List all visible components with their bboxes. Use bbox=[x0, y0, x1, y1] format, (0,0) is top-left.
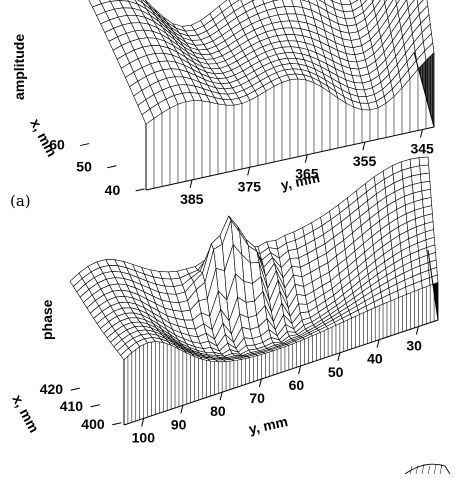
amplitude-y-tick bbox=[304, 154, 308, 163]
phase-y-tick bbox=[415, 326, 419, 335]
amplitude-y-tick-label: 345 bbox=[410, 141, 434, 157]
next-panel-mesh-line bbox=[433, 464, 437, 475]
amplitude-x-tick bbox=[80, 143, 90, 147]
phase-base-outline bbox=[123, 249, 439, 426]
amplitude-mesh-cell bbox=[340, 0, 352, 5]
phase-y-tick-label: 80 bbox=[210, 403, 226, 419]
phase-mesh-cell bbox=[418, 156, 429, 167]
phase-y-tick-label: 60 bbox=[289, 377, 305, 393]
phase-y-tick bbox=[180, 405, 184, 414]
phase-y-tick bbox=[337, 352, 341, 361]
amplitude-base-outline bbox=[145, 51, 435, 191]
phase-y-tick-label: 100 bbox=[132, 429, 156, 445]
next-panel-mesh-line bbox=[409, 465, 413, 475]
amplitude-y-tick-label: 355 bbox=[353, 153, 377, 169]
next-panel-mesh-line bbox=[427, 465, 431, 475]
next-panel-mesh-line bbox=[439, 463, 443, 475]
phase-x-tick-label: 420 bbox=[40, 381, 64, 397]
amplitude-z-axis-label: amplitude bbox=[11, 34, 27, 100]
amplitude-y-tick bbox=[362, 141, 366, 151]
phase-x-axis-label: x, mm bbox=[9, 392, 42, 435]
amplitude-y-tick-label: 385 bbox=[180, 191, 204, 207]
phase-y-tick bbox=[376, 339, 380, 348]
phase-surface-mesh bbox=[69, 156, 439, 426]
phase-y-tick-label: 70 bbox=[249, 390, 265, 406]
phase-x-tick bbox=[70, 387, 80, 391]
amplitude-surface-mesh bbox=[88, 0, 435, 191]
phase-y-tick bbox=[258, 378, 262, 388]
phase-y-axis-label: y, mm bbox=[247, 413, 289, 437]
amplitude-y-tick bbox=[419, 129, 423, 138]
partial-next-panel bbox=[404, 463, 451, 475]
amplitude-y-tick bbox=[189, 179, 193, 189]
amplitude-mesh-cell bbox=[424, 42, 435, 62]
panel-a-label: (a) bbox=[10, 192, 31, 210]
phase-x-tick bbox=[112, 422, 122, 426]
phase-x-tick-label: 400 bbox=[81, 416, 105, 432]
amplitude-y-tick bbox=[247, 167, 251, 176]
phase-y-tick-label: 90 bbox=[171, 416, 187, 432]
phase-y-tick bbox=[298, 365, 302, 375]
amplitude-x-tick-label: 60 bbox=[49, 137, 65, 153]
phase-mesh-cell bbox=[419, 164, 430, 175]
amplitude-x-tick bbox=[107, 165, 117, 169]
next-panel-mesh-line bbox=[421, 463, 425, 475]
amplitude-x-tick-label: 40 bbox=[105, 182, 121, 198]
phase-y-tick-label: 40 bbox=[367, 351, 383, 367]
phase-x-tick bbox=[90, 404, 100, 408]
amplitude-y-tick-label: 365 bbox=[295, 166, 319, 182]
phase-y-tick-label: 50 bbox=[328, 364, 344, 380]
next-panel-edge bbox=[404, 463, 451, 475]
phase-y-tick bbox=[219, 392, 223, 401]
phase-mesh-cell bbox=[420, 172, 431, 183]
phase-y-tick-label: 30 bbox=[406, 338, 422, 354]
phase-x-tick-label: 410 bbox=[60, 398, 84, 414]
amplitude-x-tick bbox=[135, 188, 145, 192]
amplitude-y-tick-label: 375 bbox=[238, 178, 262, 194]
phase-y-tick bbox=[141, 418, 145, 427]
amplitude-y-axis-label: y, mm bbox=[279, 169, 321, 193]
amplitude-x-tick-label: 50 bbox=[76, 159, 92, 175]
next-panel-mesh-line bbox=[415, 464, 419, 475]
phase-z-axis-label: phase bbox=[39, 299, 55, 340]
